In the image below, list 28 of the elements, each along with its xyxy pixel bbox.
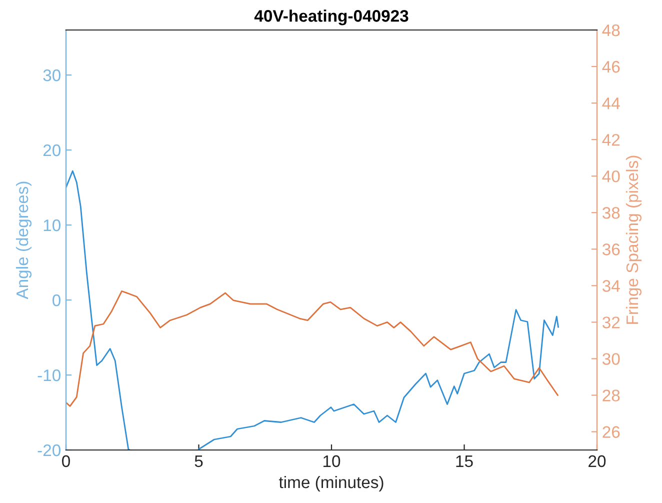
y2-tick-label: 48 — [602, 24, 620, 36]
y2-tick-label: 38 — [602, 207, 620, 219]
y-tick-label: -10 — [38, 369, 60, 382]
x-tick-label: 10 — [324, 455, 340, 468]
y-tick-label: -20 — [38, 444, 60, 456]
x-tick-label: 20 — [588, 455, 606, 468]
y2-tick-label: 32 — [602, 316, 620, 328]
x-axis-title: time (minutes) — [278, 476, 384, 492]
chart-title: 40V-heating-040923 — [254, 10, 408, 26]
x-tick-label: 15 — [456, 455, 473, 468]
y2-tick-label: 26 — [602, 426, 620, 438]
x-tick-label: 5 — [194, 455, 203, 468]
y2-tick-label: 28 — [602, 390, 620, 402]
y-tick-label: 20 — [43, 144, 60, 156]
y2-tick-label: 46 — [602, 60, 620, 73]
x-tick-label: 0 — [62, 455, 70, 468]
y2-tick-label: 40 — [602, 170, 620, 182]
y-tick-label: 0 — [52, 294, 60, 306]
y-tick-label: 30 — [43, 69, 60, 82]
y2-tick-label: 42 — [602, 134, 620, 146]
y2-tick-label: 44 — [602, 98, 620, 110]
y2-axis-title: Fringe Spacing (pixels) — [626, 156, 642, 324]
y-tick-label: 10 — [44, 219, 60, 232]
y2-tick-label: 36 — [602, 244, 620, 256]
y-axis-title: Angle (degrees) — [16, 182, 32, 300]
line-series — [66, 290, 558, 407]
y2-tick-label: 34 — [602, 280, 620, 292]
y2-tick-label: 30 — [602, 353, 620, 365]
